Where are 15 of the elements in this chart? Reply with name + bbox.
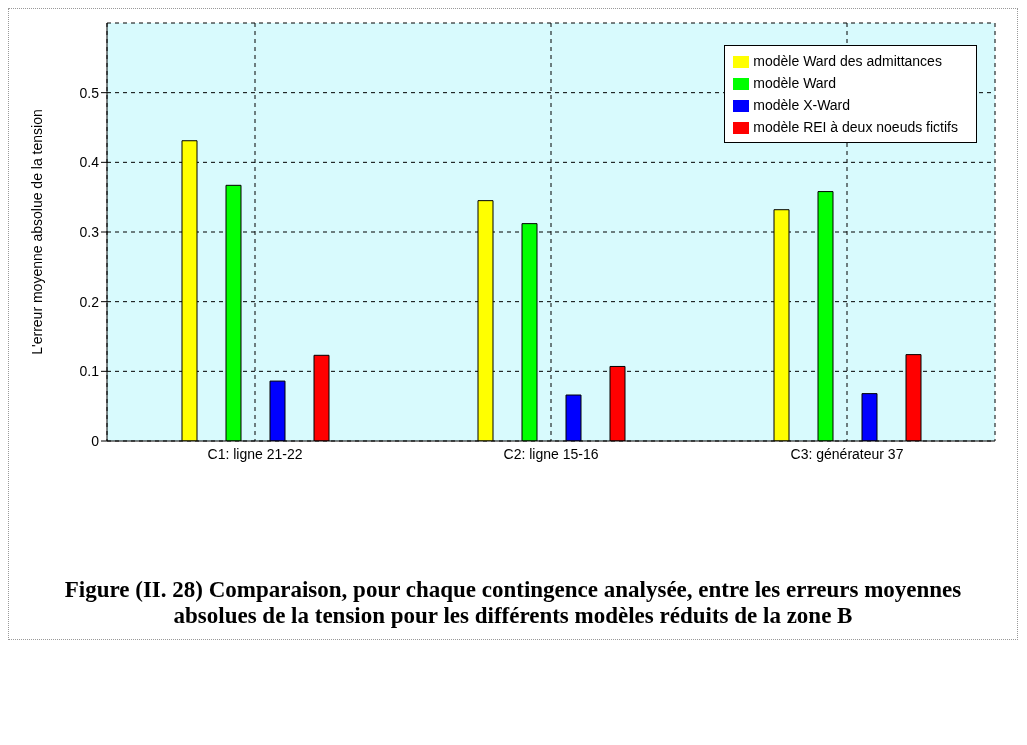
y-tick-label: 0.5 (79, 84, 100, 101)
y-tick-label: 0.1 (79, 363, 100, 380)
y-tick-label: 0.4 (79, 154, 100, 171)
y-tick-label: 0.2 (79, 293, 100, 310)
y-axis-title: L'erreur moyenne absolue de la tension (28, 109, 45, 355)
legend-label: modèle Ward des admittances (753, 53, 942, 69)
x-tick-label: C2: ligne 15-16 (503, 445, 599, 462)
y-tick-label: 0.3 (79, 223, 100, 240)
x-tick-label: C3: générateur 37 (790, 445, 904, 462)
text: Figure (II. 28) Comparaison, pour chaque contingence analysée, entre les erreurs moyennes absolues de la tension pour les différents modèles réduits de la zone B (63, 576, 963, 630)
legend-label: modèle REI à deux noeuds fictifs (753, 119, 958, 135)
legend-label: modèle X-Ward (753, 97, 851, 113)
legend-label: modèle Ward (753, 75, 837, 91)
y-tick-label: 0 (91, 432, 100, 449)
x-tick-label: C1: ligne 21-22 (207, 445, 303, 462)
